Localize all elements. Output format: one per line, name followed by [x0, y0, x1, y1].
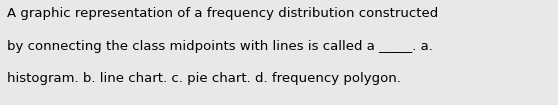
Text: A graphic representation of a frequency distribution constructed: A graphic representation of a frequency … [7, 7, 438, 20]
Text: histogram. b. line chart. c. pie chart. d. frequency polygon.: histogram. b. line chart. c. pie chart. … [7, 72, 401, 85]
Text: by connecting the class midpoints with lines is called a _____. a.: by connecting the class midpoints with l… [7, 40, 432, 53]
